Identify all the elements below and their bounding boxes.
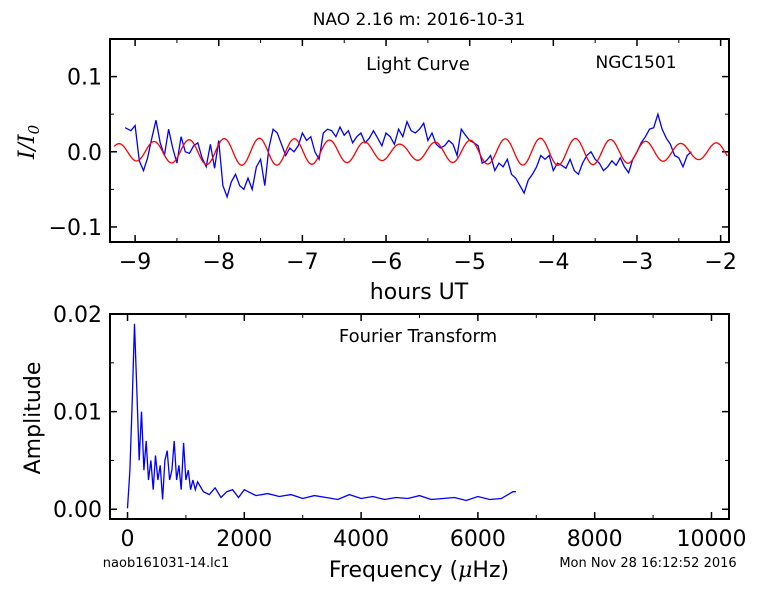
data-series-line	[124, 111, 692, 199]
fourier-x-label-post: Hz)	[472, 558, 509, 583]
x-tick-label: −5	[453, 250, 485, 275]
fourier-x-label: Frequency (μHz)	[329, 558, 509, 583]
light-curve-x-label: hours UT	[370, 280, 469, 305]
data-series-line	[126, 323, 516, 509]
light-curve-y-ticks: −0.1 0.0 0.1	[49, 38, 729, 241]
figure-title: NAO 2.16 m: 2016-10-31	[313, 10, 526, 30]
fourier-x-label-pre: Frequency (	[329, 558, 458, 583]
fourier-panel: 0 2000 4000 6000 8000 10000 0.00 0.01 0.02 Four…	[21, 303, 746, 583]
model-series-line	[113, 137, 728, 166]
x-tick-label: 10000	[676, 527, 746, 552]
light-curve-y-label-sub: 0	[25, 124, 43, 134]
y-tick-label: 0.0	[67, 141, 102, 166]
x-tick-label: −4	[537, 250, 569, 275]
x-tick-label: −8	[203, 250, 235, 275]
light-curve-frame	[109, 38, 730, 243]
light-curve-y-label: I/I0	[15, 124, 43, 160]
x-tick-label: −6	[370, 250, 402, 275]
y-tick-label: 0.1	[67, 66, 102, 91]
footer-timestamp: Mon Nov 28 16:12:52 2016	[559, 556, 736, 571]
x-tick-label: 4000	[333, 527, 389, 552]
fourier-x-ticks: 0 2000 4000 6000 8000 10000	[121, 314, 746, 552]
light-curve-x-ticks: −9 −8 −7 −6 −5 −4 −3 −2	[119, 39, 737, 275]
x-tick-label: 6000	[450, 527, 506, 552]
x-tick-label: 8000	[567, 527, 623, 552]
x-tick-label: −2	[704, 250, 736, 275]
y-tick-label: 0.02	[53, 303, 102, 328]
light-curve-series	[113, 111, 728, 199]
y-tick-label: −0.1	[49, 216, 102, 241]
y-tick-label: 0.00	[53, 498, 102, 523]
light-curve-y-label-main: I/I	[15, 133, 40, 160]
x-tick-label: 2000	[216, 527, 272, 552]
fourier-y-ticks: 0.00 0.01 0.02	[53, 303, 729, 523]
footer-filename: naob161031-14.lc1	[103, 556, 229, 571]
light-curve-annotation: Light Curve	[366, 54, 470, 75]
x-tick-label: −9	[119, 250, 151, 275]
x-tick-label: −7	[286, 250, 318, 275]
light-curve-panel: −9 −8 −7 −6 −5 −4 −3 −2 −0.10.00.1 Light Curve …	[15, 38, 737, 305]
fourier-y-label: Amplitude	[21, 362, 46, 475]
x-tick-label: 0	[121, 527, 135, 552]
object-label: NGC1501	[595, 53, 676, 73]
svg-text:I/I0: I/I0	[15, 124, 43, 160]
y-tick-label: 0.01	[53, 401, 102, 426]
x-tick-label: −3	[621, 250, 653, 275]
fourier-x-label-mu: μ	[458, 558, 472, 583]
fourier-series	[126, 323, 516, 509]
fourier-annotation: Fourier Transform	[339, 326, 497, 347]
